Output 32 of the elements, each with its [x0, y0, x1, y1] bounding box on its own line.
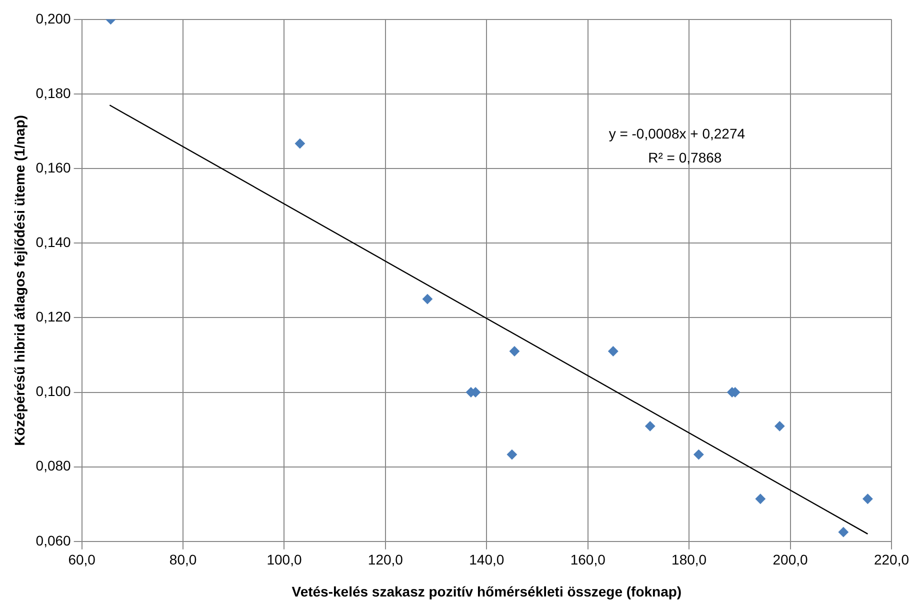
point	[694, 450, 704, 460]
point	[608, 346, 618, 356]
y-tick-label: 0,100	[36, 383, 72, 400]
point	[755, 494, 766, 504]
annotation: y = -0,0008x + 0,2274	[608, 125, 746, 142]
x-tick-label: 100,0	[266, 552, 302, 568]
point	[294, 138, 305, 149]
point	[774, 421, 785, 432]
x-axis-title: Vetés-kelés szakasz pozitív hőmérsékleti összege (foknap)	[292, 583, 682, 600]
y-tick-label: 0,200	[36, 10, 72, 26]
x-tick-label: 120,0	[368, 552, 404, 568]
y-tick-label: 0,180	[36, 84, 72, 101]
y-tick-label: 0,140	[36, 234, 72, 250]
y-axis-title: Középérésű hibrid átlagos fejlődési üteme (1/nap)	[11, 115, 28, 446]
y-tick-label: 0,080	[36, 458, 72, 474]
y-tick-label: 0,160	[36, 159, 72, 176]
y-tick-label: 0,060	[36, 532, 72, 548]
point	[422, 294, 432, 304]
x-tick-label: 220,0	[874, 552, 910, 568]
x-tick-label: 140,0	[469, 552, 504, 568]
x-tick-label: 60,0	[68, 552, 96, 568]
point	[838, 527, 848, 538]
annotation: R² = 0,7868	[648, 149, 722, 166]
x-tick-label: 160,0	[570, 552, 606, 568]
x-tick-label: 180,0	[672, 552, 707, 568]
y-tick-label: 0,120	[36, 308, 72, 325]
point	[506, 450, 517, 460]
point	[862, 494, 873, 504]
x-tick-label: 80,0	[169, 552, 197, 568]
point	[509, 346, 520, 356]
point	[645, 421, 656, 432]
x-tick-label: 200,0	[772, 552, 808, 568]
